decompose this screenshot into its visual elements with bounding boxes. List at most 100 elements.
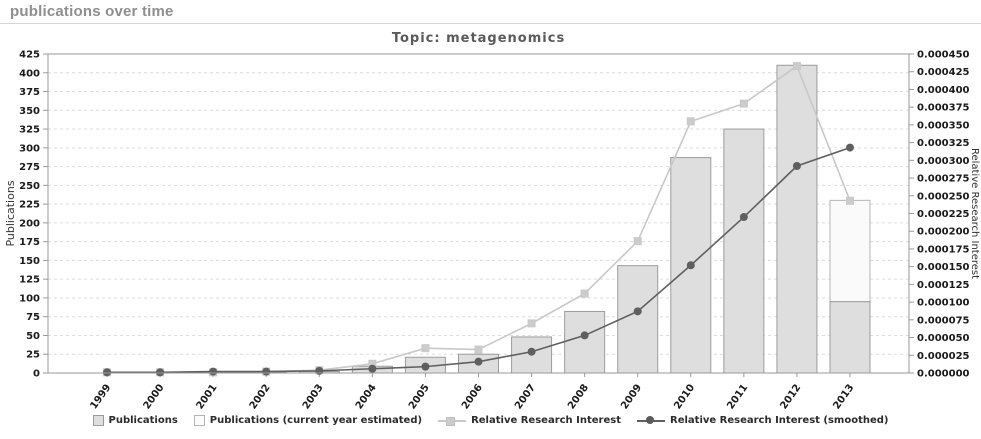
legend-item-publications: Publications xyxy=(92,415,178,426)
right-axis-tick: 0.000300 xyxy=(917,156,970,167)
x-axis-tick-year: 2003 xyxy=(301,382,326,411)
right-axis-tick: 0.000400 xyxy=(917,85,970,96)
rri-point-2010 xyxy=(686,117,695,126)
x-axis-tick-year: 2006 xyxy=(460,382,485,411)
left-axis-tick: 350 xyxy=(19,106,40,117)
section-header: publications over time xyxy=(0,0,981,24)
x-axis-tick-year: 2002 xyxy=(248,382,273,411)
rri-smoothed-line-swatch-icon xyxy=(637,416,665,425)
left-axis-tick: 50 xyxy=(26,331,40,342)
left-axis-tick: 250 xyxy=(19,181,40,192)
left-axis-tick: 175 xyxy=(19,237,40,248)
left-axis-tick: 75 xyxy=(26,312,40,323)
legend-item-rri-smoothed: Relative Research Interest (smoothed) xyxy=(637,415,889,426)
right-axis-tick: 0.000350 xyxy=(917,120,970,131)
right-axis-tick: 0.000275 xyxy=(917,174,970,185)
left-axis-tick: 25 xyxy=(26,350,40,361)
right-axis-tick: 0.000325 xyxy=(917,138,970,149)
left-axis-tick: 275 xyxy=(19,162,40,173)
legend-label: Relative Research Interest xyxy=(471,415,621,426)
rri-point-2009 xyxy=(633,237,642,246)
x-axis-tick-year: 2013 xyxy=(831,382,856,411)
left-axis-tick: 325 xyxy=(19,125,40,136)
x-axis-tick-year: 2012 xyxy=(778,382,803,411)
right-axis-tick: 0.000225 xyxy=(917,209,970,220)
x-axis-tick-year: 2007 xyxy=(513,382,538,411)
rri-smoothed-point-1999 xyxy=(103,368,111,377)
rri-smoothed-point-2008 xyxy=(580,331,589,340)
right-axis-tick: 0.000075 xyxy=(917,315,970,326)
chart-title: Topic: metagenomics xyxy=(392,31,565,46)
x-axis-tick-year: 2000 xyxy=(142,382,167,411)
rri-point-2005 xyxy=(421,344,430,353)
rri-point-2011 xyxy=(739,99,748,108)
left-axis-tick: 0 xyxy=(33,369,40,380)
right-axis-tick: 0.000375 xyxy=(917,103,970,114)
left-axis-tick: 425 xyxy=(19,50,40,61)
chart-legend: Publications Publications (current year … xyxy=(0,415,981,426)
left-axis-tick: 100 xyxy=(19,293,40,304)
publications-over-time-chart: Topic: metagenomics 0 25 50 75 100 125 150 175 20… xyxy=(4,31,980,412)
publications-bar-swatch-icon xyxy=(92,415,104,426)
bar-2013 xyxy=(829,301,871,374)
bar-2008 xyxy=(564,310,606,374)
left-axis-tick: 225 xyxy=(19,200,40,211)
right-axis-tick: 0.000450 xyxy=(917,50,970,61)
legend-item-rri: Relative Research Interest xyxy=(438,415,621,426)
legend-label: Publications xyxy=(108,415,178,426)
rri-point-2007 xyxy=(527,319,536,328)
rri-smoothed-point-2001 xyxy=(209,367,218,376)
rri-smoothed-point-2005 xyxy=(421,362,430,371)
rri-smoothed-point-2007 xyxy=(527,347,536,356)
right-axis-tick: 0.000050 xyxy=(917,333,970,344)
rri-smoothed-point-2003 xyxy=(315,366,324,375)
right-axis-tick: 0.000250 xyxy=(917,191,970,202)
rri-smoothed-point-2004 xyxy=(368,364,377,373)
legend-item-publications-estimated: Publications (current year estimated) xyxy=(193,415,423,426)
right-axis-tick: 0.000125 xyxy=(917,280,970,291)
page-title: publications over time xyxy=(10,3,174,20)
rri-point-2008 xyxy=(580,289,589,298)
rri-point-2006 xyxy=(474,345,483,354)
left-axis-tick: 300 xyxy=(19,143,40,154)
x-axis-tick-year: 2011 xyxy=(725,382,750,411)
right-axis-tick: 0.000150 xyxy=(917,262,970,273)
x-axis-tick-year: 2004 xyxy=(354,382,379,411)
x-axis-tick-year: 2009 xyxy=(619,382,644,411)
rri-smoothed-point-2013 xyxy=(846,143,854,152)
left-axis-tick: 375 xyxy=(19,87,40,98)
bar-2011 xyxy=(723,128,765,374)
bar-estimated-2013 xyxy=(829,199,871,303)
rri-point-2012 xyxy=(792,62,801,71)
rri-smoothed-point-2011 xyxy=(739,213,748,222)
right-axis-tick: 0.000200 xyxy=(917,227,970,238)
rri-smoothed-point-2000 xyxy=(156,368,165,377)
left-axis-title: Publications xyxy=(4,180,17,246)
x-axis-tick-year: 2001 xyxy=(195,382,220,411)
x-axis-tick-year: 2005 xyxy=(407,382,432,411)
legend-label: Relative Research Interest (smoothed) xyxy=(670,415,889,426)
chart-area: Topic: metagenomics 0 25 50 75 100 125 150 175 20… xyxy=(0,24,981,439)
rri-smoothed-point-2006 xyxy=(474,357,483,366)
x-axis-tick-year: 2010 xyxy=(672,382,697,411)
right-axis-tick: 0.000175 xyxy=(917,244,970,255)
publications-estimated-bar-swatch-icon xyxy=(193,415,205,426)
right-axis-tick: 0.000100 xyxy=(917,298,970,309)
rri-smoothed-point-2010 xyxy=(686,261,695,270)
left-axis-tick: 125 xyxy=(19,275,40,286)
rri-point-2013 xyxy=(846,196,854,205)
legend-label: Publications (current year estimated) xyxy=(209,415,423,426)
rri-smoothed-point-2012 xyxy=(792,162,801,171)
x-axis-tick-year: 1999 xyxy=(88,382,113,411)
plot-border xyxy=(47,53,910,374)
right-axis-tick: 0.000000 xyxy=(917,369,970,380)
left-axis-tick: 150 xyxy=(19,256,40,267)
left-axis-tick: 200 xyxy=(19,218,40,229)
right-axis-tick: 0.000425 xyxy=(917,67,970,78)
x-axis-tick-year: 2008 xyxy=(566,382,591,411)
right-axis-title: Relative Research Interest xyxy=(969,148,980,279)
right-axis-tick: 0.000025 xyxy=(917,351,970,362)
rri-smoothed-point-2009 xyxy=(633,307,642,316)
rri-smoothed-point-2002 xyxy=(262,367,271,376)
